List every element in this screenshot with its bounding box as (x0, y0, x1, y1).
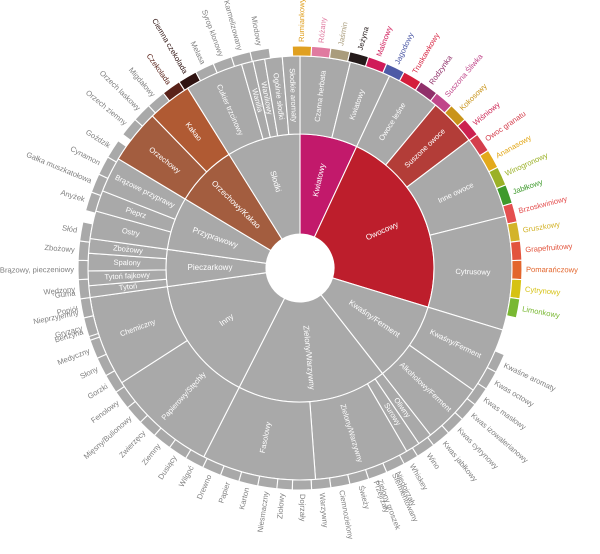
leaf-segment-cytrynowy[interactable] (509, 278, 523, 300)
leaf-segment-warzywny[interactable] (310, 477, 332, 491)
leaf-label-guma: Guma (54, 289, 76, 300)
leaf-label-zwierzecy: Zwierzęcy (117, 428, 147, 459)
leaf-label-gruszkowy: Gruszkowy (522, 220, 561, 235)
l2-label-spalony: Spalony (113, 258, 141, 268)
center-hole (266, 234, 334, 302)
leaf-label-brzoskwiniowy: Brzoskwiniowy (518, 194, 569, 215)
leaf-label-wedzony: Wędzony (43, 285, 76, 297)
leaf-label-jablkowy: Jabłkowy (511, 177, 544, 196)
leaf-label-ziemny: Ziemny (140, 442, 163, 467)
l2-label-tyton: Tytoń (118, 281, 137, 292)
leaf-label-gozdzik: Goździk (84, 128, 112, 150)
leaf-segment-pomaranczowy[interactable] (511, 259, 523, 281)
leaf-label-melasa: Melasa (189, 40, 208, 67)
leaf-label-anyzek: Anyżek (60, 188, 87, 204)
leaf-label-rodzynka: Rodzynka (427, 53, 454, 86)
leaf-label-karton: Karton (237, 487, 251, 511)
leaf-label-cytrynowy: Cytrynowy (525, 285, 561, 297)
leaf-label-kokosowy: Kokosowy (458, 82, 489, 113)
leaf-label-wino: Wino (425, 451, 442, 470)
leaf-segment-wedzony[interactable] (77, 278, 91, 300)
leaf-label-ziolowy: Ziołowy (275, 493, 286, 520)
leaf-segment-niesmaczny[interactable] (256, 475, 279, 490)
l2-label-ostry: Ostry (121, 226, 141, 239)
l2-segment-slodkie-aromaty[interactable] (281, 55, 301, 136)
leaf-label-warzywny: Warzywny (318, 492, 330, 528)
leaf-label-malinowy: Malinowy (374, 25, 394, 58)
leaf-segment-dojrzaly[interactable] (291, 479, 313, 491)
l2-label-zbozowy: Zbożowy (113, 243, 144, 255)
leaf-label-zbozowy: Zbożowy (44, 243, 75, 254)
l2-label-slodkie-aromaty: Słodkie aromaty (288, 68, 299, 122)
leaf-label-winogronowy: Winogronowy (504, 151, 550, 178)
leaf-label-pomaranczowy: Pomarańczowy (526, 265, 578, 274)
leaf-label-brazowy-pieczeniowy: Brązowy, pieczeniowy (0, 265, 74, 275)
leaf-segment-miodowy[interactable] (249, 47, 272, 63)
leaf-segment-rumiankowy[interactable] (291, 45, 313, 57)
leaf-label-wisniowy: Wiśniowy (471, 100, 502, 127)
leaf-label-syrop-klonowy: Syrop klonowy (200, 8, 226, 58)
leaf-segment-grapefruitowy[interactable] (509, 240, 523, 262)
leaf-label-drewno: Drewno (195, 473, 214, 501)
leaf-label-cynamon: Cynamon (69, 144, 102, 167)
leaf-label-jezyna: Jeżyna (356, 25, 371, 51)
leaf-segment-rozany[interactable] (310, 45, 332, 59)
leaf-segment-limonkowy[interactable] (505, 296, 521, 319)
leaf-label-slony: Słony (79, 364, 100, 381)
leaf-label-dusiacy: Dusiący (156, 454, 179, 482)
leaf-label-swiezy: Świeży (357, 484, 372, 510)
leaf-label-migdalowy: Migdałowy (127, 66, 157, 99)
leaf-label-popiol: Popiół (56, 304, 79, 317)
leaf-label-limonkowy: Limonkowy (521, 304, 560, 320)
leaf-label-ciemnozielony: Ciemnozielony (337, 489, 355, 540)
leaf-label-papier: Papier (217, 480, 233, 504)
leaf-label-jasmin: Jaśmin (336, 21, 349, 46)
leaf-label-rozany: Różany (317, 17, 328, 44)
leaf-segment-brazowy-pieczeniowy[interactable] (77, 259, 89, 281)
l2-label-tyton-fajkowy: Tytoń fajkowy (104, 270, 150, 281)
leaf-label-rumiankowy: Rumiankowy (297, 0, 306, 42)
leaf-label-gorzki: Gorzki (86, 382, 110, 401)
l2-label-cytrusowy: Cytrusowy (455, 267, 490, 277)
leaf-label-slod: Słód (61, 223, 77, 234)
leaf-label-niesmaczny: Niesmaczny (256, 491, 271, 533)
leaf-label-miodowy: Miodowy (249, 15, 263, 46)
leaf-label-jagodowy: Jagodowy (393, 31, 416, 66)
leaf-label-grapefruitowy: Grapefruitowy (525, 242, 573, 255)
leaf-label-karmelizowany: Karmelizowany (222, 0, 244, 51)
leaf-label-wilgoc: Wilgoć (177, 464, 196, 488)
leaf-label-czekolada: Czekolada (145, 52, 174, 87)
root-label-pieczarkowy: Pieczarkowy (188, 263, 233, 272)
leaf-label-medyczny: Medyczny (56, 346, 91, 367)
leaf-label-ananasowy: Ananasowy (494, 133, 533, 160)
leaf-label-dojrzaly: Dojrzały (298, 494, 307, 522)
leaf-label-fenolowy: Fenolowy (89, 398, 121, 425)
leaf-segment-zbozowy[interactable] (77, 240, 91, 262)
